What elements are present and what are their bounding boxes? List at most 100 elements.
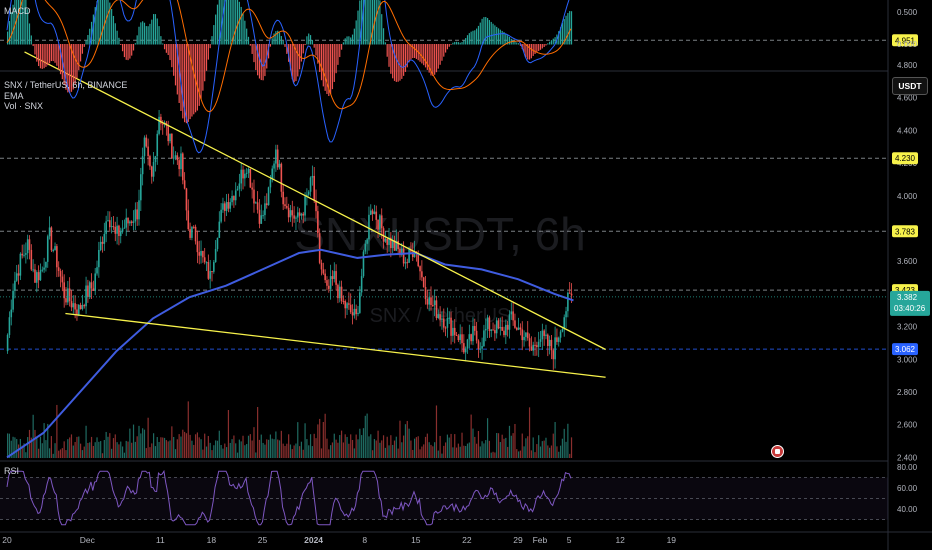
volume-bar [479, 446, 481, 458]
volume-bar [10, 440, 12, 458]
candle-body [265, 203, 268, 206]
volume-bar [476, 443, 478, 458]
ema-indicator-label[interactable]: EMA [4, 90, 24, 101]
volume-bar [368, 436, 370, 458]
macd-histogram-bar [483, 17, 485, 45]
candle-body [441, 318, 443, 320]
macd-histogram-bar [518, 43, 520, 45]
candle-body [506, 324, 509, 330]
volume-bar [297, 422, 299, 458]
price-tick-label: 4.000 [897, 192, 918, 201]
macd-histogram-bar [92, 14, 94, 45]
macd-histogram-bar [388, 44, 390, 67]
candle-body [563, 317, 566, 330]
candle-body [317, 211, 319, 234]
candle-body [171, 133, 173, 159]
candle-body [397, 240, 399, 250]
candle-body [315, 200, 317, 212]
trendline-lower [65, 312, 606, 378]
volume-bar [295, 443, 297, 458]
macd-histogram-bar [271, 38, 273, 45]
macd-histogram-bar [304, 44, 306, 46]
candle-body [306, 194, 308, 197]
macd-histogram-bar [131, 44, 133, 56]
bar-countdown-label: 03:40:26 [894, 304, 926, 313]
volume-indicator-label[interactable]: Vol · SNX [4, 101, 44, 111]
macd-tick-label: 0.000 [897, 40, 918, 49]
candle-body [417, 253, 420, 267]
last-price-label: 3.382 [897, 293, 918, 302]
volume-bar [359, 428, 361, 458]
candle-body [76, 309, 78, 316]
volume-bar [543, 440, 545, 458]
volume-bar [536, 444, 538, 458]
candle-body [96, 267, 98, 274]
candle-body [63, 282, 65, 299]
macd-histogram-bar [355, 20, 357, 45]
macd-histogram-bar [319, 44, 321, 72]
candle-body [536, 345, 538, 347]
volume-bar [463, 445, 465, 458]
candle-body [57, 267, 60, 271]
rsi-line [6, 469, 572, 526]
candle-body [134, 209, 137, 222]
volume-bar [224, 443, 226, 458]
macd-histogram-bar [105, 0, 107, 45]
symbol-title[interactable]: SNX / TetherUS, 6h, BINANCE [4, 80, 128, 90]
volume-bar [519, 450, 522, 458]
macd-histogram-bar [315, 44, 317, 56]
volume-bar [69, 437, 71, 458]
volume-bar [262, 442, 264, 458]
earnings-event-icon[interactable] [771, 445, 784, 458]
candle-body [245, 172, 248, 174]
candle-body [262, 215, 264, 217]
candle-body [39, 270, 42, 281]
candle-body [452, 327, 454, 336]
volume-bar [52, 453, 54, 458]
macd-histogram-bar [101, 0, 104, 45]
macd-histogram-bar [561, 22, 563, 45]
macd-histogram-bar [393, 44, 396, 81]
candle-body [158, 116, 160, 134]
candle-body [56, 246, 58, 268]
candle-body [543, 330, 545, 336]
macd-histogram-bar [249, 44, 251, 46]
volume-bar [534, 452, 536, 458]
macd-histogram-bar [269, 44, 271, 47]
macd-histogram-bar [257, 44, 259, 76]
candle-body [298, 212, 301, 216]
volume-bar [288, 434, 290, 458]
volume-bar [379, 442, 381, 458]
macd-histogram-bar [330, 44, 332, 95]
volume-bar [350, 434, 352, 458]
volume-bar [399, 420, 401, 458]
volume-bar [120, 441, 122, 458]
price-tick-label: 4.400 [897, 126, 918, 135]
macd-histogram-bar [277, 30, 279, 45]
volume-bar [143, 429, 146, 458]
volume-bar [492, 451, 494, 458]
candle-body [185, 188, 188, 211]
volume-bar [496, 433, 498, 458]
volume-bar [554, 422, 556, 458]
candle-body [472, 326, 474, 342]
macd-histogram-bar [103, 0, 105, 45]
candle-body [296, 212, 299, 218]
macd-histogram-bar [255, 44, 257, 71]
candle-body [280, 163, 283, 192]
macd-histogram-bar [476, 28, 478, 45]
volume-bar [382, 435, 385, 458]
macd-histogram-bar [455, 41, 458, 45]
macd-histogram-bar [463, 40, 465, 45]
volume-bar [70, 434, 73, 458]
macd-histogram-bar [278, 32, 281, 45]
volume-bar [486, 418, 489, 458]
candle-body [391, 240, 394, 249]
currency-unit-button[interactable]: USDT [892, 77, 928, 95]
volume-bar [267, 439, 270, 458]
volume-bar [309, 434, 312, 458]
candle-body [514, 320, 516, 328]
macd-histogram-bar [34, 44, 36, 55]
volume-bar [333, 433, 335, 458]
